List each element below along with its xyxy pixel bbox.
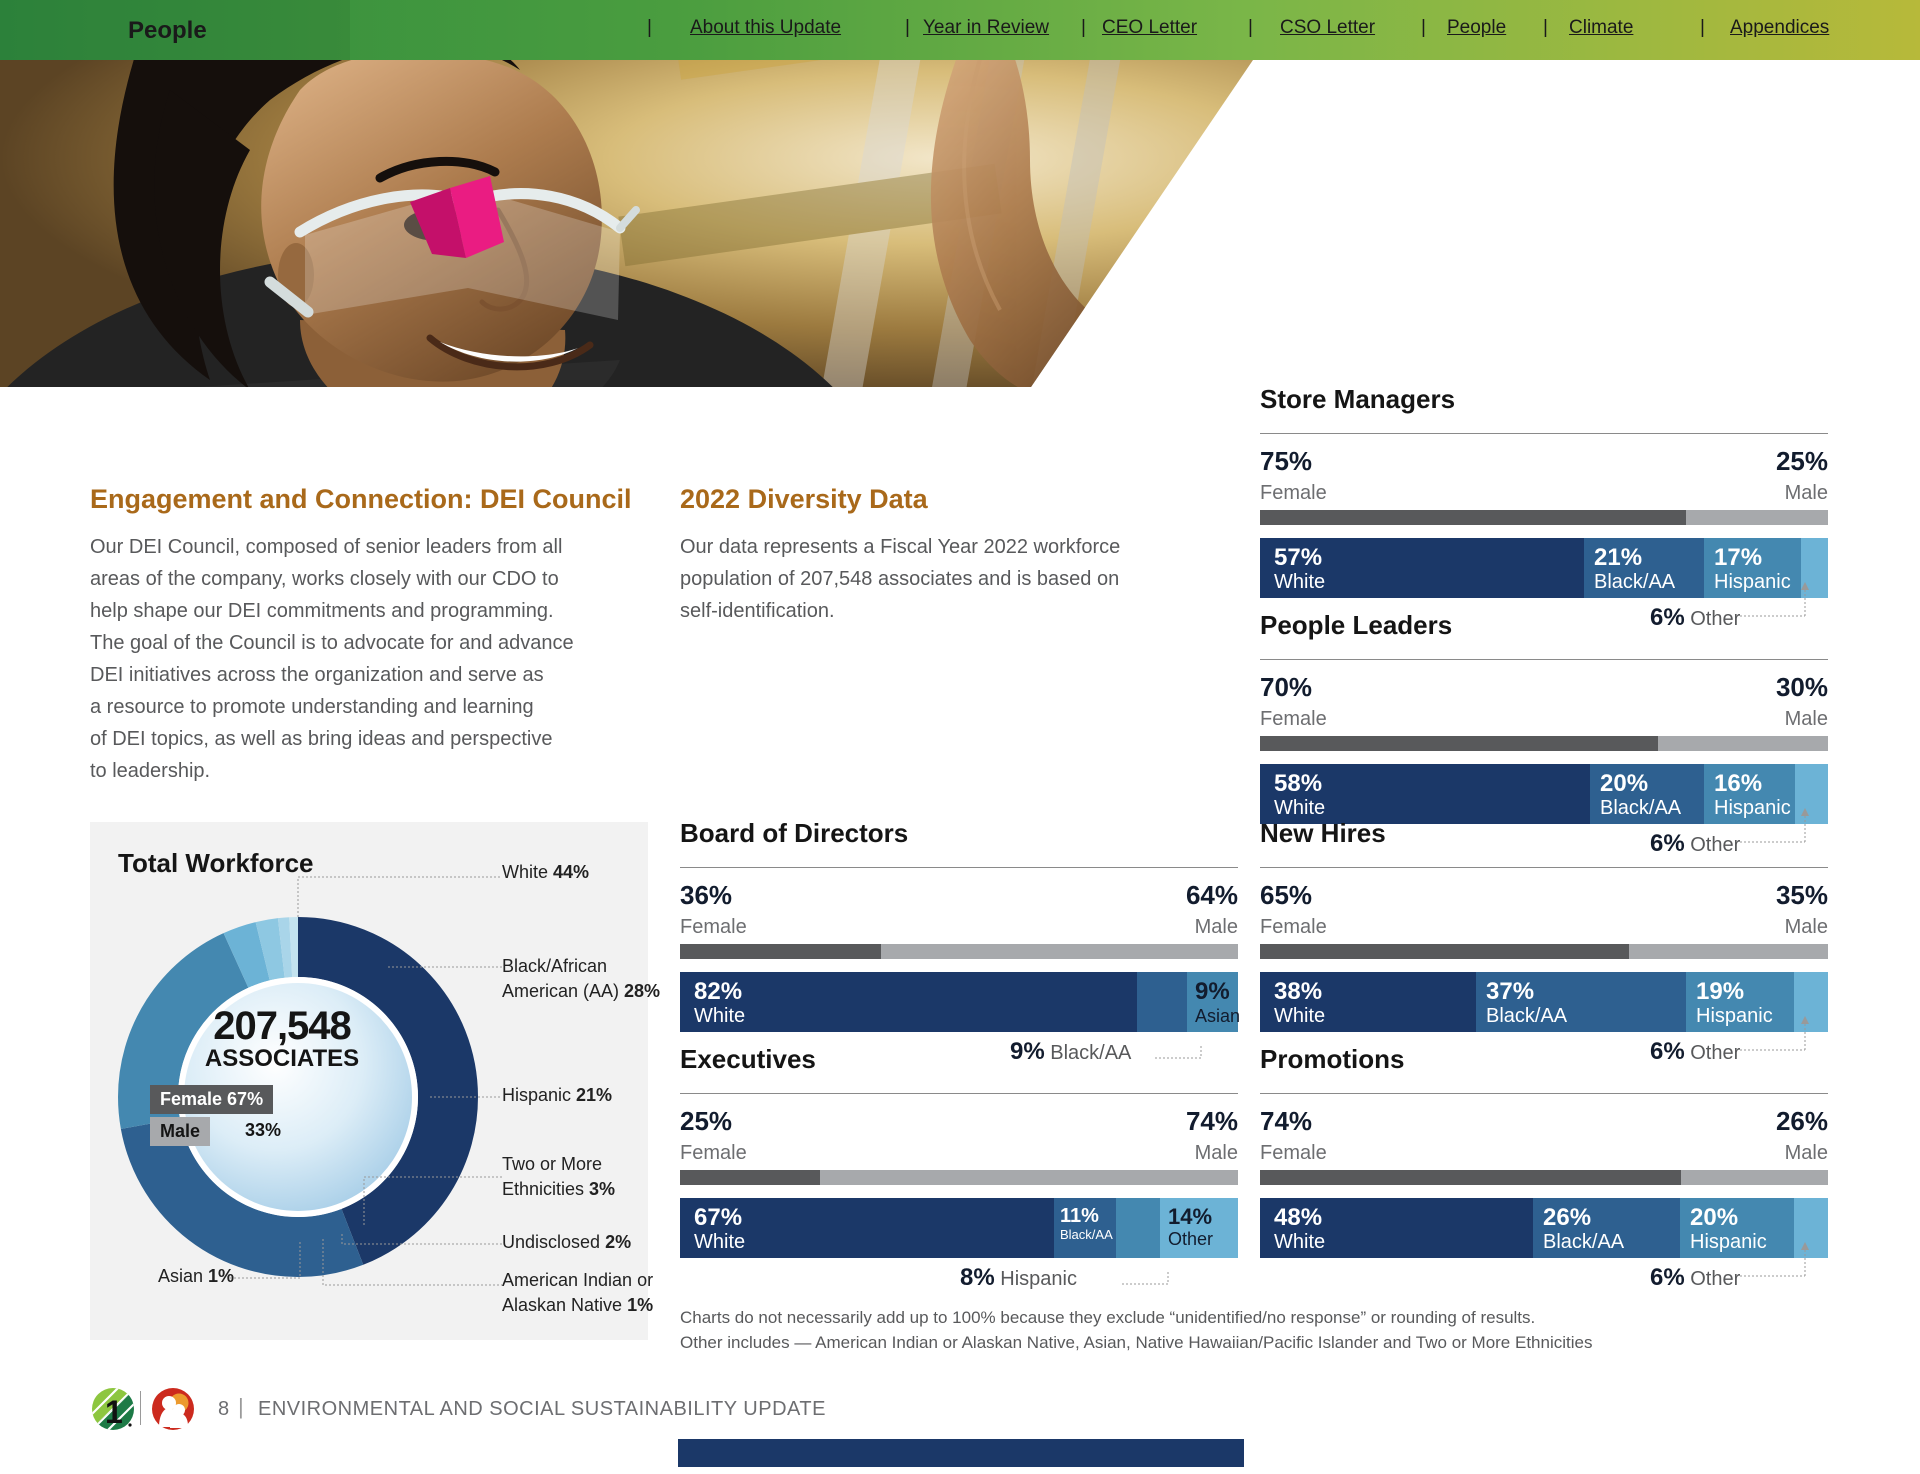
svg-text:1: 1 <box>105 1394 123 1430</box>
